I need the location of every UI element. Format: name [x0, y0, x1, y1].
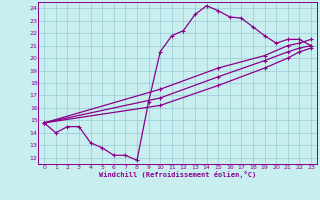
X-axis label: Windchill (Refroidissement éolien,°C): Windchill (Refroidissement éolien,°C): [99, 171, 256, 178]
